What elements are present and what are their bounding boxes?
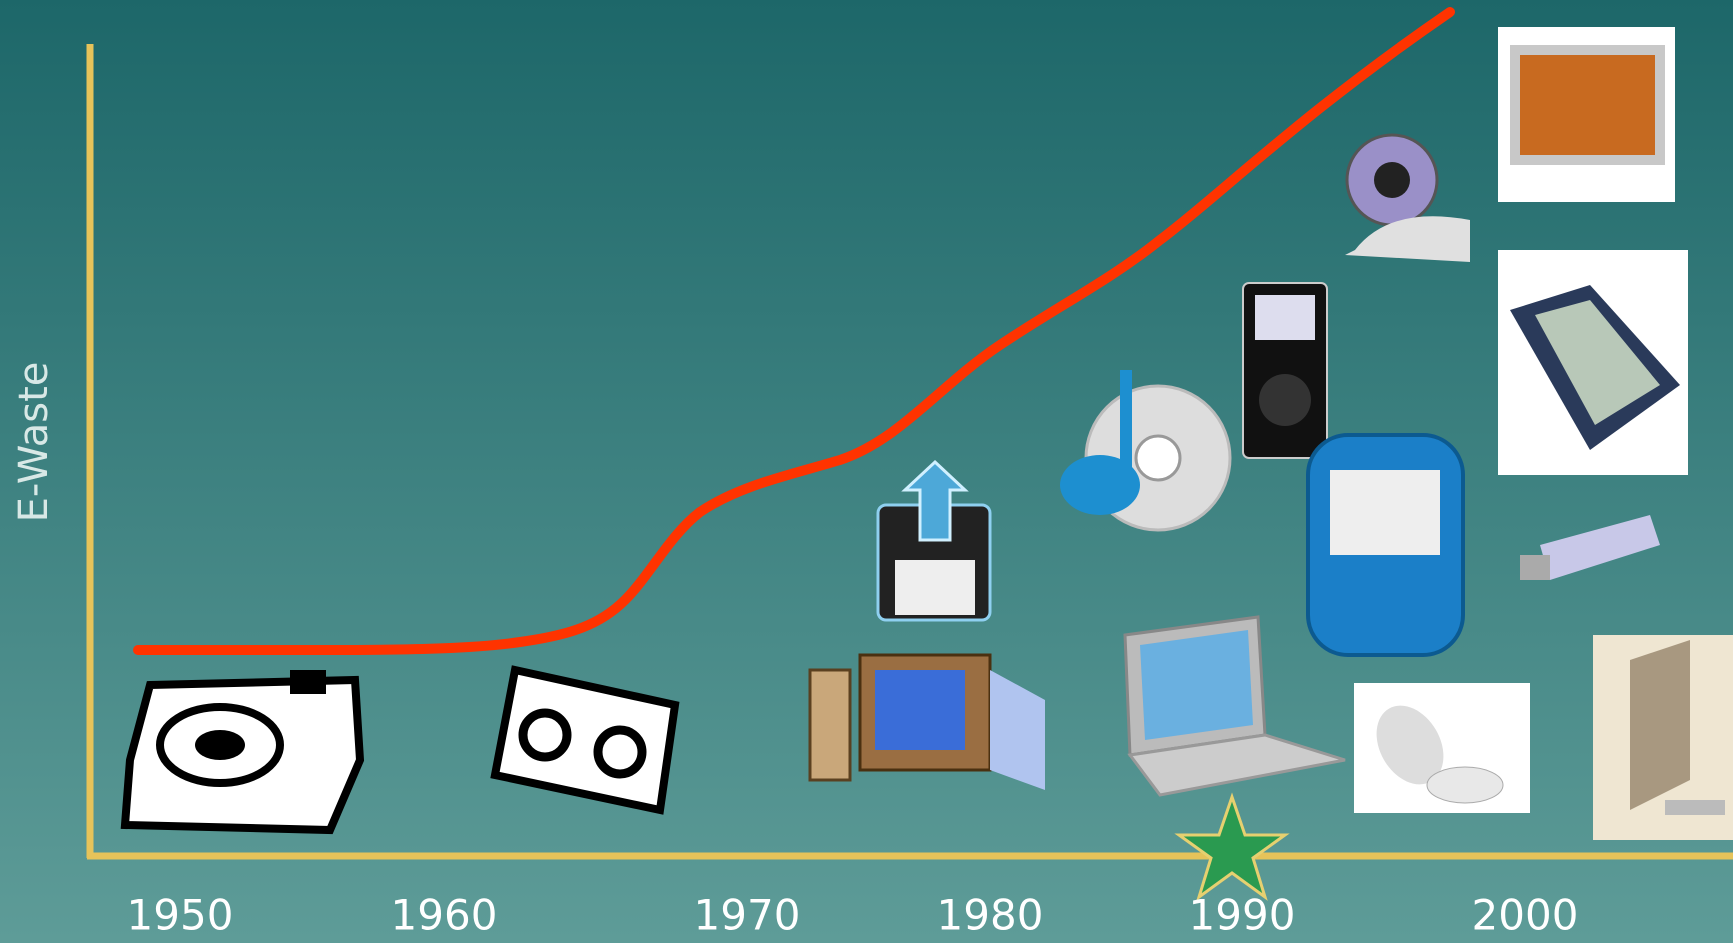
slide: E-Waste: [0, 0, 1733, 943]
turntable-icon: [125, 670, 360, 830]
year-label: 2000: [1472, 891, 1579, 940]
year-label: 1980: [937, 891, 1044, 940]
blackberry-icon: [1308, 435, 1463, 655]
tv-icon: [1498, 27, 1675, 202]
phone-icon: [1354, 683, 1530, 813]
year-label: 1950: [127, 891, 234, 940]
year-label: 1960: [391, 891, 498, 940]
year-label: 1970: [694, 891, 801, 940]
imac-icon: [1593, 635, 1733, 840]
ebook-icon: [1498, 250, 1688, 475]
y-axis-label: E-Waste: [11, 362, 57, 523]
page: E-Waste: [0, 0, 1733, 943]
ipod-icon: [1243, 283, 1327, 458]
year-label: 1990: [1189, 891, 1296, 940]
